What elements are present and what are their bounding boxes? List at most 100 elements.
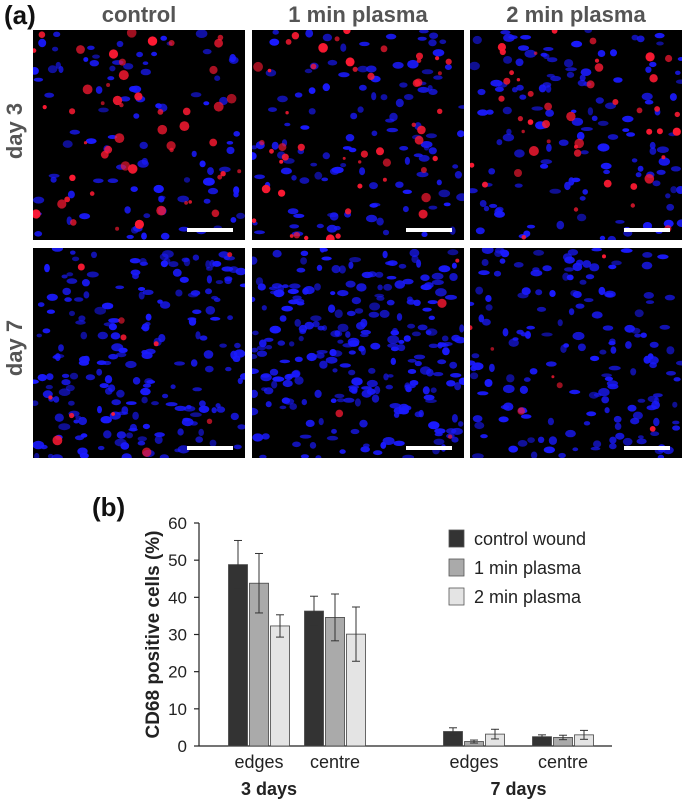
nucleus-mark <box>458 421 464 427</box>
nucleus-mark <box>153 184 164 194</box>
nucleus-mark <box>503 33 515 42</box>
nucleus-mark <box>380 94 388 101</box>
nucleus-mark <box>373 450 383 456</box>
nucleus-mark <box>349 257 361 263</box>
nucleus-mark <box>438 343 449 348</box>
nucleus-mark <box>609 443 617 450</box>
nucleus-mark <box>327 59 338 66</box>
nucleus-mark <box>142 383 152 388</box>
nucleus-mark <box>403 335 411 342</box>
nucleus-mark <box>516 84 524 91</box>
nucleus-mark <box>316 223 324 229</box>
nucleus-mark <box>230 412 239 421</box>
nucleus-mark <box>108 323 117 331</box>
nucleus-mark <box>33 400 39 406</box>
nucleus-mark <box>70 250 76 255</box>
nucleus-mark <box>432 372 444 377</box>
nucleus-mark <box>130 186 138 193</box>
nucleus-mark <box>321 256 332 261</box>
cd68-mark <box>100 101 105 106</box>
cd68-mark <box>380 45 388 53</box>
nucleus-mark <box>586 411 597 417</box>
nucleus-mark <box>360 446 370 453</box>
nucleus-mark <box>345 134 355 142</box>
nucleus-mark <box>622 128 630 132</box>
nucleus-mark <box>543 47 554 51</box>
nucleus-mark <box>676 186 682 194</box>
cd68-mark <box>111 412 115 416</box>
nucleus-mark <box>482 318 491 326</box>
nucleus-mark <box>34 231 43 237</box>
nucleus-mark <box>493 270 502 277</box>
nucleus-mark <box>37 374 47 382</box>
nucleus-mark <box>131 226 139 234</box>
scale-bar <box>624 446 670 450</box>
nucleus-mark <box>272 30 279 35</box>
nucleus-mark <box>294 92 303 98</box>
cd68-mark <box>661 155 666 160</box>
nucleus-mark <box>279 359 291 364</box>
nucleus-mark <box>65 384 75 392</box>
nucleus-mark <box>375 271 384 278</box>
nucleus-mark <box>207 167 214 176</box>
nucleus-mark <box>53 31 61 37</box>
y-tick-label: 20 <box>168 663 187 682</box>
nucleus-mark <box>52 355 61 360</box>
nucleus-mark <box>477 88 486 96</box>
nucleus-mark <box>299 177 310 184</box>
nucleus-mark <box>233 444 242 450</box>
nucleus-mark <box>141 232 147 240</box>
cd68-mark <box>209 65 218 75</box>
nucleus-mark <box>38 38 47 48</box>
micrograph-day3-1min <box>252 30 464 240</box>
cd68-mark <box>118 317 125 324</box>
nucleus-mark <box>281 397 291 404</box>
micrograph-day3-control <box>33 30 245 240</box>
nucleus-mark <box>524 49 537 58</box>
micrograph-day7-2min <box>470 248 682 458</box>
nucleus-mark <box>298 335 304 342</box>
nucleus-mark <box>177 445 190 454</box>
nucleus-mark <box>209 259 215 268</box>
cd68-mark <box>645 52 655 62</box>
nucleus-mark <box>530 269 543 277</box>
nucleus-mark <box>141 323 150 332</box>
nucleus-mark <box>308 87 316 94</box>
nucleus-mark <box>591 115 598 122</box>
nucleus-mark <box>121 453 132 458</box>
nucleus-mark <box>131 85 142 93</box>
cd68-mark <box>470 162 475 168</box>
nucleus-mark <box>178 226 190 232</box>
nucleus-mark <box>562 253 573 261</box>
nucleus-mark <box>477 109 489 116</box>
nucleus-mark <box>46 373 54 381</box>
cd68-mark <box>253 61 263 72</box>
nucleus-mark <box>590 355 600 362</box>
nucleus-mark <box>132 411 139 420</box>
nucleus-mark <box>585 274 595 280</box>
cd68-mark <box>551 375 555 379</box>
nucleus-mark <box>389 112 398 122</box>
cd68-mark <box>574 138 584 149</box>
cd68-mark <box>69 412 75 419</box>
nucleus-mark <box>289 403 297 410</box>
nucleus-mark <box>649 147 657 155</box>
nucleus-mark <box>289 224 300 229</box>
nucleus-mark <box>177 428 184 436</box>
micrograph-day3-2min <box>470 30 682 240</box>
nucleus-mark <box>620 248 633 253</box>
y-tick-label: 10 <box>168 700 187 719</box>
nucleus-mark <box>130 269 141 276</box>
nucleus-mark <box>271 380 278 389</box>
nucleus-mark <box>571 40 583 48</box>
nucleus-mark <box>80 331 88 340</box>
nucleus-mark <box>424 146 429 151</box>
nucleus-mark <box>416 171 429 178</box>
nucleus-mark <box>641 261 653 270</box>
cd68-mark <box>411 122 416 128</box>
y-axis-title: CD68 positive cells (%) <box>143 530 164 738</box>
nucleus-mark <box>529 368 538 375</box>
nucleus-mark <box>289 341 295 347</box>
nucleus-mark <box>190 412 202 417</box>
nucleus-mark <box>233 131 240 137</box>
